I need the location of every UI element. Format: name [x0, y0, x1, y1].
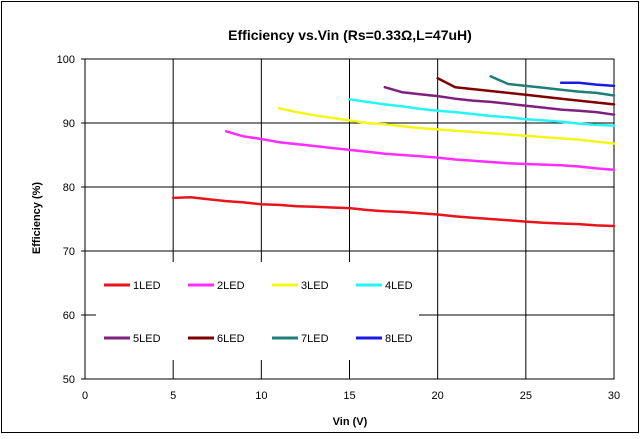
legend-label-5led: 5LED — [133, 333, 161, 345]
y-tick-label: 70 — [63, 246, 75, 258]
legend-label-6led: 6LED — [217, 333, 245, 345]
x-tick-label: 0 — [82, 390, 88, 402]
series-line-6led — [436, 76, 616, 106]
legend-label-4led: 4LED — [385, 280, 413, 292]
legend: 1LED 2LED 3LED 4LED 5LED 6LED 7LED 8LED — [96, 262, 419, 360]
chart-title: Efficiency vs.Vin (Rs=0.33Ω,L=47uH) — [228, 27, 472, 43]
series-line-8led — [559, 81, 616, 88]
x-tick-label: 5 — [170, 390, 176, 402]
x-tick-label: 10 — [255, 390, 267, 402]
series-line-3led — [277, 107, 616, 145]
x-tick-label: 20 — [432, 390, 444, 402]
series-line-1led — [171, 195, 616, 228]
legend-label-8led: 8LED — [385, 333, 413, 345]
y-tick-label: 90 — [63, 118, 75, 130]
legend-label-1led: 1LED — [133, 280, 161, 292]
y-tick-label: 80 — [63, 182, 75, 194]
x-tick-label: 25 — [520, 390, 532, 402]
series-line-7led — [489, 75, 616, 97]
x-tick-label: 15 — [343, 390, 355, 402]
plot-border — [84, 58, 615, 380]
legend-label-3led: 3LED — [301, 280, 329, 292]
y-axis-label: Efficiency (%) — [31, 182, 43, 254]
legend-box — [96, 262, 419, 360]
x-axis-label: Vin (V) — [333, 416, 368, 428]
legend-label-7led: 7LED — [301, 333, 329, 345]
y-tick-label: 50 — [63, 374, 75, 386]
y-tick-label: 100 — [57, 54, 75, 66]
legend-label-2led: 2LED — [217, 280, 245, 292]
series-line-5led — [383, 85, 616, 116]
x-tick-label: 30 — [608, 390, 620, 402]
series-line-4led — [348, 98, 616, 127]
series-line-2led — [224, 130, 616, 171]
y-tick-label: 60 — [63, 310, 75, 322]
